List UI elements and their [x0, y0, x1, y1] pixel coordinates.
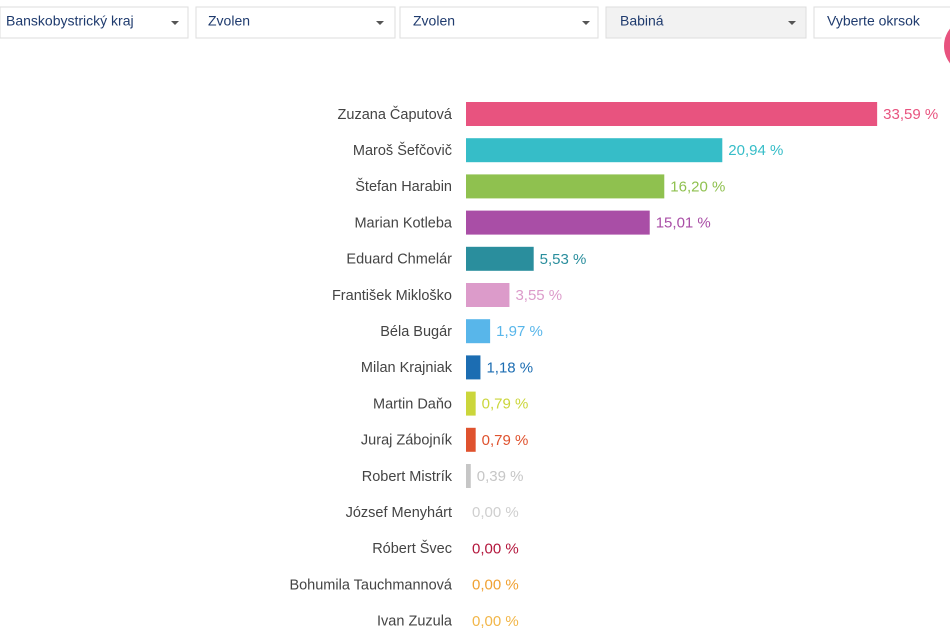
category-label: František Mikloško: [332, 288, 452, 304]
category-label: Bohumila Tauchmannová: [289, 577, 452, 593]
value-label: 1,97 %: [496, 323, 543, 340]
value-label: 0,79 %: [482, 432, 529, 449]
value-label: 20,94 %: [728, 142, 783, 159]
value-label: 15,01 %: [656, 215, 711, 232]
bar: [466, 391, 476, 416]
badge-ring: [940, 23, 950, 69]
category-label: Robert Mistrík: [362, 469, 453, 485]
category-label: Marian Kotleba: [354, 215, 452, 231]
dropdown-arrow: [171, 21, 179, 25]
category-label: Zuzana Čaputová: [338, 106, 453, 123]
bar: [466, 102, 878, 126]
badge: [944, 28, 950, 64]
category-label: Juraj Zábojník: [361, 433, 453, 449]
dropdown-label: Babiná: [620, 13, 664, 29]
dropdown-arrow: [788, 21, 796, 25]
value-label: 16,20 %: [670, 178, 725, 195]
dropdown-label: Vyberte okrsok: [827, 13, 921, 29]
value-label: 33,59 %: [883, 106, 938, 123]
category-label: Štefan Harabin: [355, 178, 452, 195]
value-label: 3,55 %: [515, 287, 562, 304]
dropdown[interactable]: [195, 6, 396, 39]
dropdown[interactable]: [0, 6, 189, 39]
dropdown-label: Banskobystrický kraj: [6, 13, 134, 29]
bar: [466, 174, 665, 199]
value-label: 0,79 %: [482, 396, 529, 413]
category-label: József Menyhárt: [346, 505, 452, 521]
dropdown-label: Zvolen: [413, 13, 455, 29]
category-label: Béla Bugár: [380, 324, 452, 340]
category-label: Martin Daňo: [373, 396, 452, 412]
dropdown[interactable]: [399, 6, 599, 39]
value-label: 1,18 %: [486, 359, 533, 376]
dropdown-label: Zvolen: [208, 13, 250, 29]
value-label: 0,00 %: [472, 540, 519, 557]
bar: [466, 355, 481, 380]
dropdown[interactable]: [605, 6, 807, 39]
category-label: Maroš Šefčovič: [353, 142, 452, 159]
bar: [466, 138, 723, 163]
dropdown[interactable]: [813, 6, 950, 39]
dropdown-arrow: [582, 21, 590, 25]
category-label: Ivan Zuzula: [377, 614, 453, 630]
bar: [466, 464, 471, 488]
value-label: 0,00 %: [472, 577, 519, 594]
bar: [466, 283, 510, 307]
value-label: 0,00 %: [472, 504, 519, 521]
dropdown-arrow: [376, 21, 384, 25]
category-label: Eduard Chmelár: [346, 252, 452, 268]
value-label: 5,53 %: [540, 251, 587, 268]
value-label: 0,00 %: [472, 613, 519, 630]
category-label: Róbert Švec: [372, 540, 452, 557]
category-label: Milan Krajniak: [361, 360, 453, 376]
bar: [466, 427, 476, 452]
value-label: 0,39 %: [477, 468, 524, 485]
bar: [466, 246, 534, 271]
bar: [466, 210, 650, 235]
filter-bar: Banskobystrický kraj Zvolen Zvolen Babin…: [0, 6, 950, 39]
bar: [466, 319, 491, 344]
